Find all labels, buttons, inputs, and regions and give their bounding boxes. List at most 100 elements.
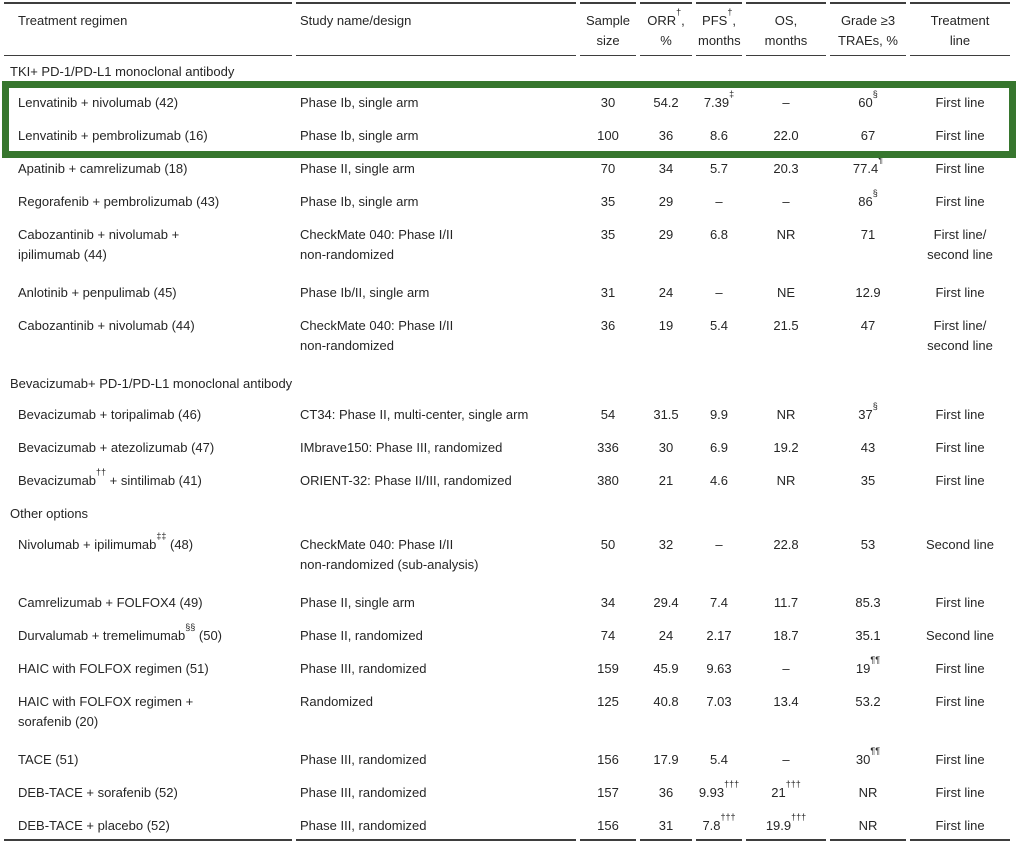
pfs-cell: 6.9: [709, 440, 729, 455]
table-row: Apatinib + camrelizumab (18) Phase II, si…: [4, 153, 1010, 186]
section-header-cell: TKI+ PD-1/PD-L1 monoclonal antibody: [10, 64, 235, 79]
study-cell: CheckMate 040: Phase I/II non-randomized…: [300, 537, 479, 572]
os-cell: –: [782, 752, 790, 767]
orr-cell: 19: [658, 318, 674, 333]
traes-cell: 77.4¶: [852, 155, 884, 176]
orr-cell: 21: [658, 473, 674, 488]
study-cell: Phase Ib, single arm: [300, 95, 419, 110]
col-header-study-name-design: Study name/design: [296, 2, 576, 56]
traes-cell: 60§: [858, 89, 878, 110]
orr-cell: 29: [658, 227, 674, 242]
col-header-pfs: PFS†, months: [696, 2, 742, 56]
regimen-cell: Bevacizumab + atezolizumab (47): [18, 440, 215, 455]
treatment-line-cell: First line: [935, 407, 985, 422]
footnote-marker: §: [872, 401, 878, 412]
table-row: HAIC with FOLFOX regimen + sorafenib (20…: [4, 686, 1010, 744]
orr-cell: 32: [658, 537, 674, 552]
os-cell: 11.7: [773, 595, 799, 610]
study-cell: Phase III, randomized: [300, 785, 427, 800]
treatment-line-cell: Second line: [926, 537, 994, 552]
table-row: TACE (51) Phase III, randomized 156 17.9 5.4…: [4, 744, 1010, 777]
orr-cell: 24: [658, 285, 674, 300]
os-cell: 19.9†††: [746, 810, 826, 841]
pfs-cell: 5.7: [709, 161, 729, 176]
pfs-cell: 7.4: [709, 595, 729, 610]
sample-size-cell: 157: [597, 785, 619, 800]
study-cell: IMbrave150: Phase III, randomized: [300, 440, 503, 455]
os-cell: NR: [776, 473, 796, 488]
sample-size-cell: 125: [597, 694, 619, 709]
orr-cell: 34: [658, 161, 674, 176]
table-header: Treatment regimen Study name/design Sample…: [4, 2, 1010, 56]
pfs-cell: 9.63: [706, 661, 732, 676]
study-cell: Phase III, randomized: [300, 661, 427, 676]
footnote-marker: ¶: [878, 155, 884, 166]
pfs-cell: 7.39‡: [703, 89, 735, 110]
regimen-cell: Lenvatinib + pembrolizumab (16): [18, 128, 208, 143]
pfs-cell: –: [715, 285, 723, 300]
traes-cell: 85.3: [855, 595, 881, 610]
study-cell: Phase II, single arm: [300, 595, 415, 610]
col-header-grade3-traes: Grade ≥3 TRAEs, %: [830, 2, 906, 56]
treatment-line-cell: First line: [935, 785, 985, 800]
table-row: Lenvatinib + nivolumab (42) Phase Ib, sin…: [4, 87, 1010, 120]
table-row: Durvalumab + tremelimumab§§ (50) Phase II…: [4, 620, 1010, 653]
treatment-line-cell: First line: [935, 752, 985, 767]
header-row: Treatment regimen Study name/design Sample…: [4, 2, 1010, 56]
col-header-treatment-line: Treatment line: [910, 2, 1010, 56]
footnote-marker: †: [727, 7, 733, 18]
os-cell: 13.4: [773, 694, 799, 709]
treatment-line-cell: First line: [935, 694, 985, 709]
table-row: HAIC with FOLFOX regimen (51) Phase III, …: [4, 653, 1010, 686]
pfs-cell: –: [715, 537, 723, 552]
col-header-sample-size: Sample size: [580, 2, 636, 56]
section-row: Bevacizumab+ PD-1/PD-L1 monoclonal antib…: [4, 368, 1010, 399]
traes-cell: 86§: [858, 188, 878, 209]
footnote-marker: †††: [791, 812, 807, 823]
os-cell: –: [782, 194, 790, 209]
table-row: DEB-TACE + placebo (52) Phase III, random…: [4, 810, 1010, 841]
orr-cell: 31: [640, 810, 692, 841]
regimen-cell: Bevacizumab + toripalimab (46): [18, 407, 202, 422]
os-cell: –: [782, 95, 790, 110]
footnote-marker: §: [872, 89, 878, 100]
traes-cell: 53.2: [855, 694, 881, 709]
footnote-marker: ††: [96, 467, 107, 478]
footnote-marker: ‡: [729, 89, 735, 100]
treatment-line-cell: First line: [935, 473, 985, 488]
footnote-marker: ¶¶: [870, 746, 881, 757]
orr-cell: 17.9: [653, 752, 679, 767]
study-cell: Phase Ib/II, single arm: [300, 285, 430, 300]
sample-size-cell: 100: [597, 128, 619, 143]
traes-cell: 12.9: [855, 285, 881, 300]
footnote-marker: §: [872, 188, 878, 199]
traes-cell: NR: [858, 785, 878, 800]
os-cell: NR: [776, 407, 796, 422]
pfs-cell: 5.4: [709, 752, 729, 767]
orr-cell: 36: [658, 128, 674, 143]
traes-cell: 43: [860, 440, 876, 455]
sample-size-cell: 159: [597, 661, 619, 676]
study-cell: CT34: Phase II, multi-center, single arm: [300, 407, 529, 422]
study-cell: Randomized: [300, 694, 373, 709]
regimen-cell: Camrelizumab + FOLFOX4 (49): [18, 595, 203, 610]
os-cell: 19.2: [773, 440, 799, 455]
treatment-line-cell: First line: [910, 810, 1010, 841]
col-header-orr: ORR†, %: [640, 2, 692, 56]
traes-cell: 67: [860, 128, 876, 143]
sample-size-cell: 336: [597, 440, 619, 455]
os-cell: 20.3: [773, 161, 799, 176]
traes-cell: 37§: [858, 401, 878, 422]
orr-cell: 24: [658, 628, 674, 643]
pfs-cell: 2.17: [706, 628, 732, 643]
traes-cell: 19¶¶: [855, 655, 881, 676]
footnote-marker: †: [676, 7, 682, 18]
sample-size-cell: 156: [580, 810, 636, 841]
table-row: Camrelizumab + FOLFOX4 (49) Phase II, sin…: [4, 587, 1010, 620]
sample-size-cell: 50: [600, 537, 616, 552]
regimen-cell: HAIC with FOLFOX regimen + sorafenib (20…: [18, 694, 194, 729]
os-cell: 21.5: [773, 318, 799, 333]
treatment-line-cell: First line: [935, 440, 985, 455]
